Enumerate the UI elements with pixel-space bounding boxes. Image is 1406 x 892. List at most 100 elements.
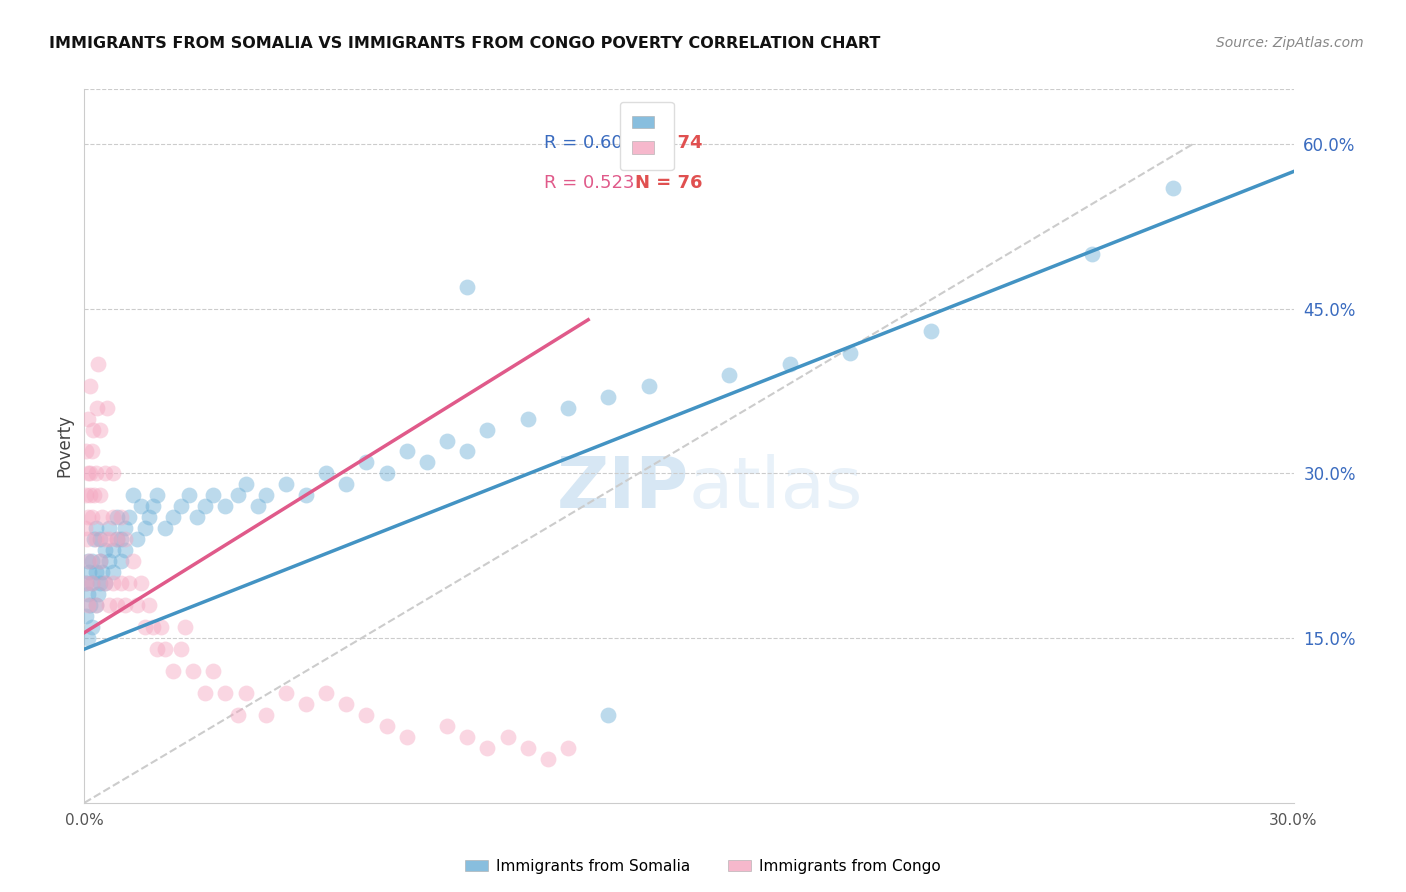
Point <box>114 598 136 612</box>
Text: ZIP: ZIP <box>557 454 689 524</box>
Point <box>125 533 148 547</box>
Point <box>97 554 120 568</box>
Point <box>82 444 104 458</box>
Point <box>114 521 136 535</box>
Point <box>79 488 101 502</box>
Point <box>496 730 519 744</box>
Point <box>477 740 499 755</box>
Point <box>118 510 141 524</box>
Point <box>138 510 160 524</box>
Point <box>110 576 132 591</box>
Point <box>335 697 357 711</box>
Point <box>142 500 165 514</box>
Point <box>557 401 579 415</box>
Point <box>598 708 620 723</box>
Point <box>82 510 104 524</box>
Point <box>75 576 97 591</box>
Point <box>718 368 741 382</box>
Point <box>93 533 115 547</box>
Point <box>295 488 318 502</box>
Point <box>254 488 277 502</box>
Point <box>97 533 120 547</box>
Point <box>226 488 249 502</box>
Point <box>110 510 132 524</box>
Point <box>138 598 160 612</box>
Point <box>598 390 620 404</box>
Point <box>129 576 152 591</box>
Point <box>101 543 124 558</box>
Y-axis label: Poverty: Poverty <box>55 415 73 477</box>
Point <box>1161 181 1184 195</box>
Point <box>86 598 108 612</box>
Point <box>181 664 204 678</box>
Point <box>235 686 257 700</box>
Point <box>97 598 120 612</box>
Point <box>89 423 111 437</box>
Point <box>101 566 124 580</box>
Point <box>105 510 128 524</box>
Point <box>162 510 184 524</box>
Point <box>89 554 111 568</box>
Point <box>254 708 277 723</box>
Point <box>114 533 136 547</box>
Point <box>477 423 499 437</box>
Point <box>110 533 132 547</box>
Point <box>174 620 197 634</box>
Point <box>142 620 165 634</box>
Point <box>416 455 439 469</box>
Point <box>105 598 128 612</box>
Point <box>75 609 97 624</box>
Point <box>153 642 176 657</box>
Point <box>105 533 128 547</box>
Point <box>146 642 169 657</box>
Point <box>557 740 579 755</box>
Point <box>75 444 97 458</box>
Point <box>274 477 297 491</box>
Point <box>82 423 104 437</box>
Point <box>920 324 942 338</box>
Point <box>356 455 378 469</box>
Point <box>77 598 100 612</box>
Point <box>86 598 108 612</box>
Point <box>97 521 120 535</box>
Point <box>101 576 124 591</box>
Point <box>375 467 398 481</box>
Point <box>82 576 104 591</box>
Point <box>839 345 862 359</box>
Point <box>101 467 124 481</box>
Point <box>134 620 156 634</box>
Point <box>91 510 114 524</box>
Point <box>170 642 193 657</box>
Text: R = 0.608: R = 0.608 <box>544 134 634 152</box>
Point <box>110 554 132 568</box>
Point <box>456 280 478 294</box>
Point <box>295 697 318 711</box>
Point <box>149 620 172 634</box>
Point <box>395 730 418 744</box>
Point <box>235 477 257 491</box>
Point <box>93 543 115 558</box>
Point <box>121 488 143 502</box>
Point <box>179 488 201 502</box>
Point <box>153 521 176 535</box>
Point <box>456 730 478 744</box>
Point <box>114 543 136 558</box>
Point <box>118 576 141 591</box>
Point <box>537 752 560 766</box>
Point <box>194 500 217 514</box>
Point <box>75 488 97 502</box>
Point <box>436 434 458 448</box>
Point <box>516 740 538 755</box>
Point <box>89 576 111 591</box>
Point <box>87 357 110 371</box>
Point <box>76 533 98 547</box>
Point <box>436 719 458 733</box>
Text: N = 76: N = 76 <box>634 175 702 193</box>
Point <box>77 411 100 425</box>
Point <box>89 488 111 502</box>
Text: Source: ZipAtlas.com: Source: ZipAtlas.com <box>1216 36 1364 50</box>
Point <box>76 467 98 481</box>
Point <box>779 357 801 371</box>
Point <box>91 566 114 580</box>
Point <box>86 467 108 481</box>
